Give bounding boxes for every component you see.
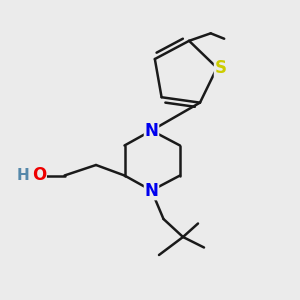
- Text: S: S: [214, 59, 226, 77]
- Text: N: N: [145, 122, 158, 140]
- Text: H: H: [16, 168, 29, 183]
- Text: N: N: [145, 182, 158, 200]
- Text: O: O: [32, 167, 46, 184]
